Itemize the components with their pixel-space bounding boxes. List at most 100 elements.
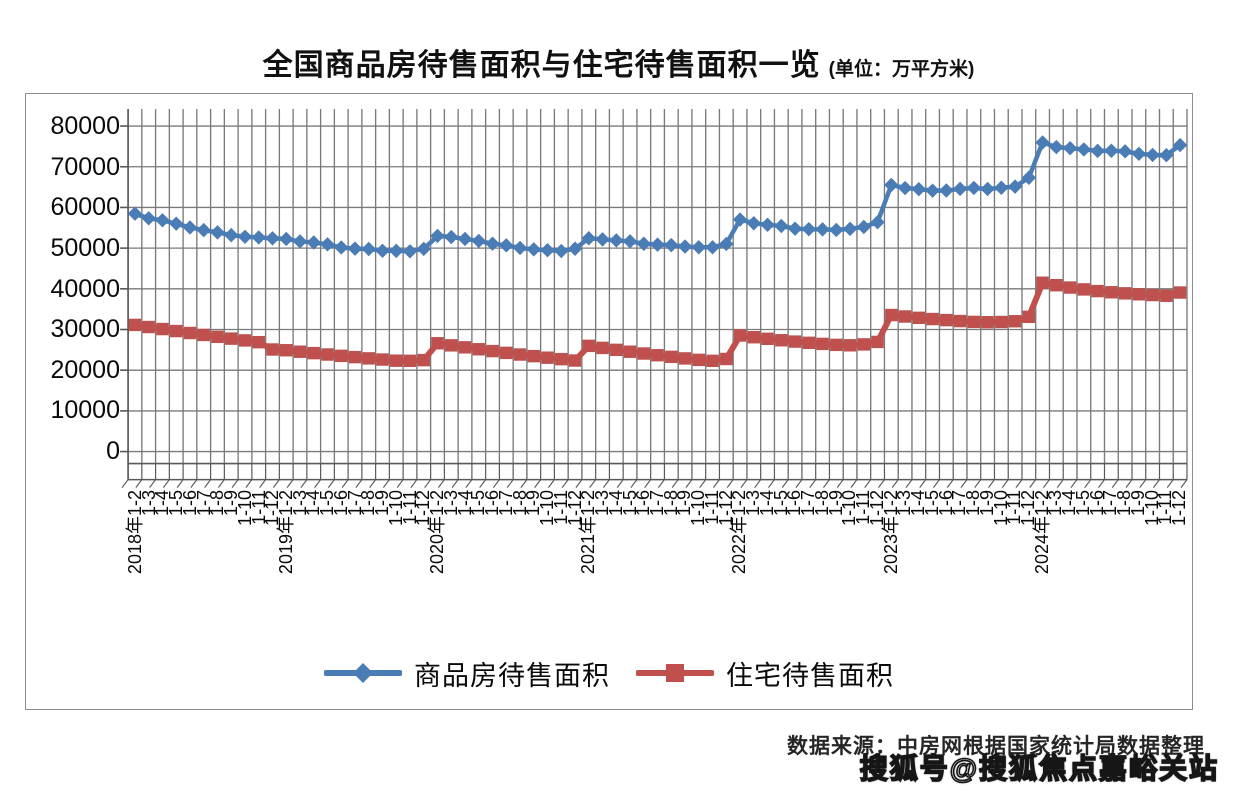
x-axis-tick-leader [451, 479, 459, 488]
x-axis-tick-leader [1056, 479, 1064, 488]
series-0-diamond-marker [182, 220, 198, 235]
x-axis-tick-leader [162, 479, 170, 488]
x-axis-tick-leader [217, 479, 225, 488]
series-1-square-marker [830, 338, 843, 352]
series-1-square-marker [142, 320, 155, 334]
x-tick-label: 1-12 [1169, 490, 1190, 527]
series-1-square-marker [211, 330, 224, 344]
series-1-square-marker [238, 334, 252, 347]
y-tick-label: 20000 [50, 355, 120, 384]
x-axis-tick-leader [259, 479, 267, 488]
series-1-square-marker [871, 335, 884, 349]
series-1-square-marker [706, 354, 719, 368]
series-1-square-marker [733, 329, 747, 342]
series-0-diamond-marker [911, 181, 927, 197]
series-0-diamond-marker [485, 236, 500, 251]
x-axis-tick-leader [479, 479, 487, 488]
series-0-diamond-marker [966, 180, 982, 196]
series-0-diamond-marker [856, 219, 872, 235]
x-axis-tick-leader [685, 479, 693, 488]
x-axis-tick-leader [919, 479, 927, 488]
series-1-square-marker [1118, 287, 1132, 300]
x-axis-tick-leader [781, 479, 789, 488]
series-1-square-marker [417, 353, 430, 367]
y-tick-label: 40000 [50, 274, 120, 303]
series-1-square-marker [1105, 286, 1118, 299]
series-1-square-marker [500, 346, 513, 360]
chart-legend: 商品房待售面积 住宅待售面积 [26, 649, 1192, 697]
series-0-diamond-marker [884, 177, 899, 193]
series-0-diamond-marker [554, 243, 569, 259]
series-0-diamond-marker [1035, 135, 1050, 150]
series-0-diamond-marker [457, 231, 473, 247]
series-0-diamond-marker [334, 240, 349, 255]
series-0-diamond-marker [265, 231, 280, 246]
series-0-diamond-marker [279, 231, 294, 247]
series-1-square-marker [568, 354, 582, 367]
x-axis-tick-leader [1166, 479, 1174, 488]
x-axis-tick-leader [754, 479, 762, 488]
y-tick-label: 30000 [50, 315, 120, 344]
legend-item-commercial: 商品房待售面积 [324, 654, 610, 693]
legend-label-residential: 住宅待售面积 [726, 660, 894, 691]
y-tick-label: 0 [106, 437, 120, 465]
x-axis-tick-leader [369, 479, 377, 488]
series-1-square-marker [280, 344, 293, 357]
series-1-square-marker [458, 341, 472, 354]
series-1-square-marker [1050, 279, 1063, 292]
x-axis-tick-leader [396, 479, 404, 488]
series-1-square-marker [513, 348, 527, 361]
x-axis-tick-leader [1111, 479, 1119, 488]
x-axis-tick-leader [1043, 479, 1050, 488]
series-1-square-marker [816, 337, 829, 351]
series-1-square-marker [183, 326, 197, 340]
plot-area [120, 109, 1188, 488]
source-note: 数据来源：中房网根据国家统计局数据整理 [787, 735, 1205, 758]
x-axis-tick-leader [176, 479, 184, 488]
legend-label-commercial: 商品房待售面积 [414, 660, 610, 691]
series-1-square-marker [802, 336, 816, 350]
series-0-diamond-marker [1172, 137, 1188, 153]
series-1-square-marker [843, 339, 857, 352]
x-axis-tick-leader [382, 479, 390, 488]
x-axis-tick-leader [190, 479, 198, 488]
x-axis-tick-leader [1015, 479, 1023, 488]
series-1-square-marker [1146, 288, 1159, 302]
series-1-square-marker [788, 335, 802, 348]
series-0-diamond-marker [416, 241, 431, 257]
series-1-square-marker [170, 324, 183, 338]
series-1-square-marker [293, 345, 307, 358]
series-1-square-marker [596, 341, 609, 355]
x-axis-tick-leader [1029, 479, 1037, 488]
x-axis-tick-leader [149, 479, 157, 488]
series-1-square-marker [252, 335, 265, 349]
series-0-diamond-marker [650, 237, 665, 252]
series-0-diamond-marker [347, 241, 363, 256]
x-axis-tick-leader [314, 479, 322, 488]
series-1-square-marker [266, 343, 279, 356]
series-1-square-marker [225, 332, 238, 345]
series-0-diamond-marker [732, 212, 748, 227]
series-1-square-marker [445, 339, 458, 352]
series-1-square-marker [486, 344, 499, 358]
series-1-square-marker [747, 331, 761, 344]
x-axis-tick-leader [286, 479, 294, 488]
series-0-diamond-marker [155, 213, 170, 228]
series-1-square-marker [953, 314, 967, 328]
x-axis-tick-leader [671, 479, 679, 488]
series-0-diamond-marker [581, 231, 596, 246]
series-1-square-marker [555, 352, 568, 366]
x-axis-tick-leader [726, 479, 734, 488]
x-axis-tick-leader [245, 479, 253, 488]
series-0-diamond-marker [815, 222, 830, 237]
x-axis-tick-leader [1070, 479, 1078, 488]
series-line-0 [132, 140, 1183, 254]
x-axis-tick-leader [575, 479, 583, 488]
series-0-diamond-marker [636, 236, 651, 251]
series-1-square-marker [1173, 286, 1187, 299]
series-1-square-marker [720, 352, 733, 366]
x-axis-tick-leader [644, 479, 652, 488]
x-axis-tick-leader [740, 479, 748, 488]
series-0-diamond-marker [746, 216, 762, 231]
x-axis-tick-leader [272, 479, 280, 488]
